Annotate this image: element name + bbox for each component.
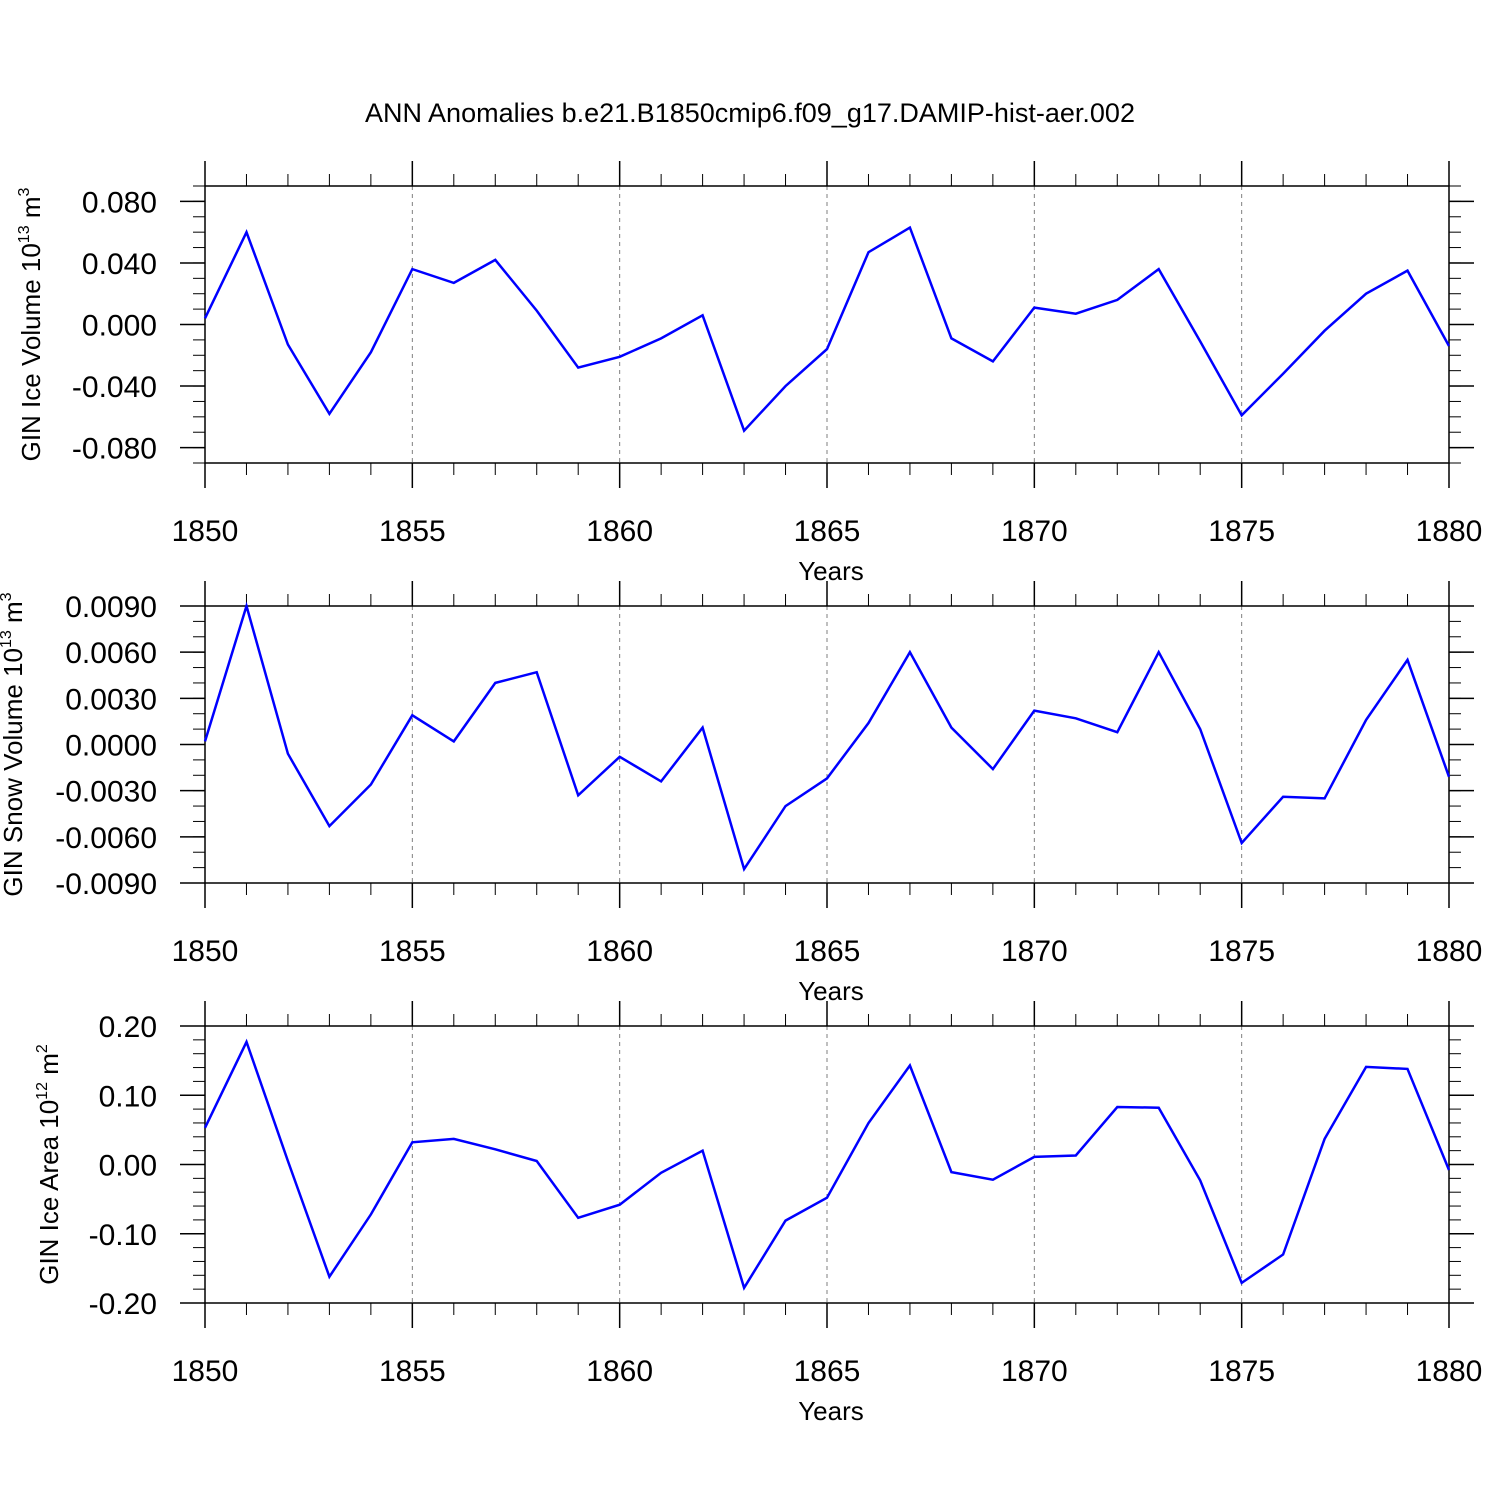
x-tick-label: 1870 (1001, 515, 1068, 548)
x-tick-label: 1855 (379, 1355, 446, 1388)
x-tick-label: 1865 (794, 515, 861, 548)
y-axis-label: GIN Ice Area 1012 m2 (34, 1044, 64, 1285)
y-tick-label: 0.0000 (65, 730, 157, 763)
x-tick-label: 1870 (1001, 1355, 1068, 1388)
y-tick-label: 0.00 (99, 1150, 157, 1183)
y-tick-label: 0.0030 (65, 683, 157, 716)
y-tick-label: -0.040 (72, 371, 157, 404)
series-line-ice-volume (203, 225, 1451, 434)
x-tick-label: 1855 (379, 935, 446, 968)
x-axis-label: Years (798, 976, 864, 1006)
y-tick-label: 0.040 (82, 248, 157, 281)
x-tick-label: 1860 (586, 935, 653, 968)
y-tick-label: 0.10 (99, 1080, 157, 1113)
x-tick-label: 1880 (1416, 935, 1483, 968)
panel-ice-volume: 1850 1855 1860 1865 1870 1875 1880 Years 0.080 0.… (16, 161, 1482, 586)
y-tick-label: -0.20 (89, 1288, 157, 1321)
series-line-ice-area (203, 1038, 1451, 1291)
x-axis-label: Years (798, 556, 864, 586)
y-tick-label: 0.20 (99, 1011, 157, 1044)
x-axis-label: Years (798, 1396, 864, 1426)
y-tick-label: -0.080 (72, 433, 157, 466)
y-tick-label: 0.000 (82, 310, 157, 343)
x-tick-label: 1870 (1001, 935, 1068, 968)
x-tick-label: 1865 (794, 935, 861, 968)
y-tick-label: -0.10 (89, 1219, 157, 1252)
x-tick-label: 1860 (586, 1355, 653, 1388)
y-tick-label: 0.080 (82, 186, 157, 219)
y-axis-label: GIN Ice Volume 1013 m3 (16, 187, 46, 461)
y-tick-label: -0.0030 (55, 776, 157, 809)
series-line-snow-volume (203, 601, 1451, 873)
x-tick-label: 1880 (1416, 1355, 1483, 1388)
y-tick-label: -0.0090 (55, 868, 157, 901)
y-axis-label: GIN Snow Volume 1013 m3 (0, 592, 28, 896)
x-tick-label: 1875 (1208, 1355, 1275, 1388)
x-tick-label: 1850 (172, 515, 239, 548)
page-title: ANN Anomalies b.e21.B1850cmip6.f09_g17.D… (365, 98, 1135, 128)
panel-ice-area: 1850 1855 1860 1865 1870 1875 1880 Years 0.20 0.1… (34, 1001, 1482, 1426)
x-tick-label: 1880 (1416, 515, 1483, 548)
x-tick-label: 1865 (794, 1355, 861, 1388)
y-tick-label: 0.0090 (65, 591, 157, 624)
x-tick-label: 1860 (586, 515, 653, 548)
x-tick-label: 1850 (172, 935, 239, 968)
y-tick-label: -0.0060 (55, 822, 157, 855)
x-tick-label: 1855 (379, 515, 446, 548)
x-tick-label: 1875 (1208, 935, 1275, 968)
x-tick-label: 1875 (1208, 515, 1275, 548)
x-tick-label: 1850 (172, 1355, 239, 1388)
panel-snow-volume: 1850 1855 1860 1865 1870 1875 1880 Years 0.0090 0… (0, 581, 1482, 1006)
y-tick-label: 0.0060 (65, 637, 157, 670)
